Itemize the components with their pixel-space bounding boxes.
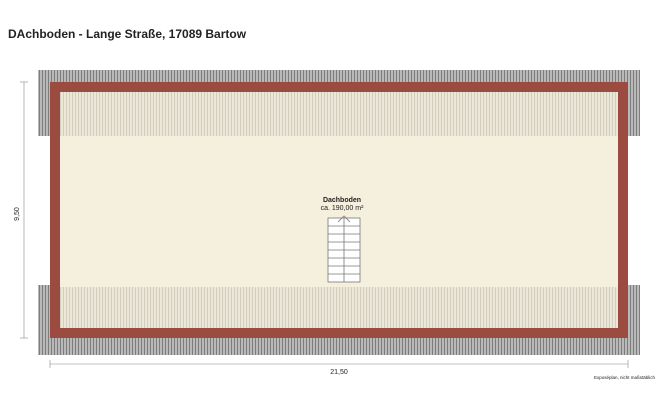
roof-overlay-top — [60, 92, 618, 136]
room-area: ca. 190,00 m² — [321, 205, 364, 212]
dimension-height: 9,50 — [14, 207, 21, 221]
dimension-lines — [20, 81, 629, 368]
stairs — [327, 215, 361, 283]
room-name: Dachboden — [323, 197, 361, 204]
footer-note: Exposéplan, nicht maßstäblich — [594, 375, 656, 380]
roof-overlay-bottom — [60, 287, 618, 328]
title: DAchboden - Lange Straße, 17089 Bartow — [8, 27, 247, 41]
dimension-width: 21,50 — [330, 369, 348, 376]
